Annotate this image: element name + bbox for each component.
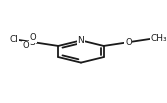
Text: N: N (78, 36, 84, 45)
Text: O: O (125, 38, 132, 47)
Text: S: S (29, 37, 35, 47)
Text: Cl: Cl (10, 35, 18, 44)
Text: O: O (23, 41, 29, 50)
Text: O: O (30, 33, 36, 42)
Text: CH₃: CH₃ (150, 34, 167, 43)
